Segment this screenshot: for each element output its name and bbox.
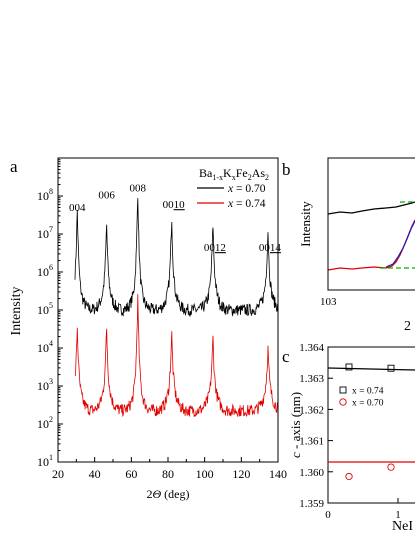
peak-label: 0014 <box>259 242 282 254</box>
panel-label-a: a <box>10 157 18 176</box>
panel-c-x-label-fragment: NeI <box>392 519 413 534</box>
panel-b-y-label: Intensity <box>298 201 313 247</box>
x-tick-label: 120 <box>232 467 250 481</box>
y-tick-label: 105 <box>37 301 53 317</box>
legend-entries: x = 0.70 x = 0.74 <box>197 183 266 210</box>
legend-circle-marker <box>339 398 347 406</box>
panel-b-black-trace <box>327 201 415 215</box>
panel-label-c: c <box>282 347 290 366</box>
c-x-tick-label: 1 <box>395 509 401 521</box>
legend-square-marker <box>339 386 347 394</box>
peak-label: 0012 <box>204 242 226 254</box>
trace-red <box>74 294 278 418</box>
y-tick-label: 107 <box>37 225 53 241</box>
legend-label: x = 0.74 <box>227 198 266 210</box>
diffraction-traces <box>74 198 278 418</box>
y-tick-label: 101 <box>37 453 53 469</box>
panel-c-legend: x = 0.74 x = 0.70 <box>339 386 384 409</box>
panel-c-y-label: c - axis (nm) <box>288 392 303 458</box>
panel-c-markers <box>345 363 395 481</box>
peak-label: 006 <box>98 190 115 202</box>
panel-b-red-trace <box>327 219 415 271</box>
y-tick-label: 104 <box>37 339 53 355</box>
c-y-tick-label: 1.359 <box>299 498 324 510</box>
c-y-tick-label: 1.363 <box>299 373 324 385</box>
square-marker <box>387 364 395 372</box>
c-y-tick-label: 1.361 <box>299 436 324 448</box>
peak-label: 0010 <box>163 199 186 211</box>
x-tick-label: 140 <box>269 467 287 481</box>
y-tick-label: 108 <box>37 187 53 203</box>
y-tick-label: 102 <box>37 415 53 431</box>
c-y-tick-label: 1.364 <box>299 342 324 354</box>
circle-marker <box>387 463 395 471</box>
panel-label-b: b <box>282 160 291 179</box>
trace-black <box>74 198 278 317</box>
c-x-tick-label: 0 <box>325 509 331 521</box>
c-y-tick-label: 1.362 <box>299 404 324 416</box>
x-tick-label: 80 <box>162 467 174 481</box>
panel-a: a 20 40 60 80 100 120 140 10110210310410510610… <box>9 157 287 501</box>
peak-label: 004 <box>69 202 86 214</box>
legend-label: x = 0.70 <box>227 183 266 195</box>
y-axis-label: Intensity <box>9 287 24 336</box>
square-marker <box>345 363 353 371</box>
x-axis-label: 2Θ (deg) <box>147 487 190 501</box>
peak-labels: 004 006 008 0010 0012 0014 <box>69 182 281 254</box>
y-axis-ticks: 101 102 103 104 105 106 107 108 <box>37 159 63 469</box>
panel-b: b 103 2 Intensity <box>282 157 415 334</box>
x-tick-label: 20 <box>52 467 64 481</box>
legend: Ba1-xKxFe2As2 x = 0.70 x = 0.74 <box>197 166 269 210</box>
legend-title: Ba1-xKxFe2As2 <box>199 166 269 182</box>
legend-label: x = 0.70 <box>352 399 384 409</box>
panel-b-x-label-fragment: 2 <box>404 319 411 334</box>
y-tick-label: 103 <box>37 377 53 393</box>
x-tick-label: 40 <box>89 467 101 481</box>
c-y-tick-label: 1.360 <box>299 467 324 479</box>
x-tick-label: 60 <box>125 467 137 481</box>
peak-label: 008 <box>130 182 147 194</box>
x-tick-label: 100 <box>196 467 214 481</box>
panel-c-y-ticks: 1.359 1.360 1.361 1.362 1.363 1.364 <box>299 342 333 510</box>
panel-b-x-tick-label: 103 <box>320 296 337 308</box>
x-axis-ticks: 20 40 60 80 100 120 140 <box>52 457 287 481</box>
panel-c-frame <box>327 346 415 504</box>
circle-marker <box>345 472 353 481</box>
panel-b-fit-curve <box>385 220 415 268</box>
legend-label: x = 0.74 <box>352 387 384 397</box>
panel-c-fit-line-black <box>327 367 415 371</box>
panel-b-frame <box>327 157 415 291</box>
y-tick-label: 106 <box>37 263 53 279</box>
